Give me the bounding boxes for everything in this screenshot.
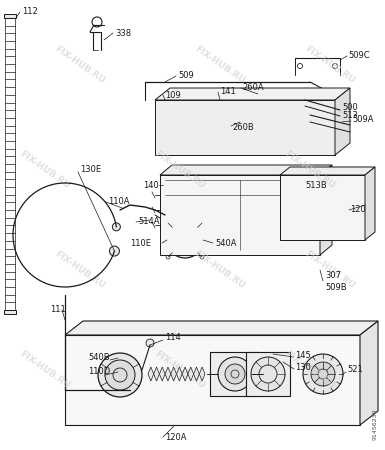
Text: FIX-HUB.RU: FIX-HUB.RU xyxy=(193,45,247,86)
Circle shape xyxy=(105,360,135,390)
Text: FIX-HUB.RU: FIX-HUB.RU xyxy=(18,349,72,391)
Text: 110A: 110A xyxy=(108,198,129,207)
Text: 514A: 514A xyxy=(138,217,159,226)
Polygon shape xyxy=(155,88,350,100)
Polygon shape xyxy=(188,367,194,381)
Text: 521: 521 xyxy=(347,365,363,374)
Text: FIX-HUB.RU: FIX-HUB.RU xyxy=(303,249,357,291)
Text: 307: 307 xyxy=(325,270,341,279)
Bar xyxy=(258,90,276,98)
Text: 509A: 509A xyxy=(352,116,373,125)
Text: 140: 140 xyxy=(143,180,159,189)
Text: 260B: 260B xyxy=(232,122,254,131)
Bar xyxy=(200,91,212,98)
Text: 509B: 509B xyxy=(325,283,346,292)
Circle shape xyxy=(146,339,154,347)
Text: FIX-HUB.RU: FIX-HUB.RU xyxy=(18,149,72,191)
Polygon shape xyxy=(160,165,332,175)
Polygon shape xyxy=(160,175,320,255)
Text: 141: 141 xyxy=(220,87,236,96)
Text: 145: 145 xyxy=(295,351,311,360)
Circle shape xyxy=(218,357,252,391)
Text: 130: 130 xyxy=(295,363,311,372)
Polygon shape xyxy=(171,367,176,381)
Polygon shape xyxy=(154,367,159,381)
Circle shape xyxy=(311,362,335,386)
Bar xyxy=(225,91,237,98)
Text: 513B: 513B xyxy=(305,180,327,189)
Circle shape xyxy=(166,198,190,222)
Polygon shape xyxy=(155,100,335,155)
Text: FIX-HUB.RU: FIX-HUB.RU xyxy=(53,249,107,291)
Circle shape xyxy=(251,357,285,391)
Circle shape xyxy=(225,364,245,384)
Polygon shape xyxy=(335,88,350,155)
Text: 120A: 120A xyxy=(165,433,186,442)
Circle shape xyxy=(167,222,203,258)
Text: FIX-HUB.RU: FIX-HUB.RU xyxy=(303,45,357,86)
Text: 114: 114 xyxy=(165,333,181,342)
Polygon shape xyxy=(165,367,171,381)
Bar xyxy=(175,91,187,98)
Text: 509C: 509C xyxy=(348,50,370,59)
Text: 513: 513 xyxy=(342,112,358,121)
Bar xyxy=(240,115,270,135)
Bar xyxy=(285,185,315,225)
Text: 338: 338 xyxy=(115,28,131,37)
Bar xyxy=(210,352,260,396)
Polygon shape xyxy=(365,167,375,240)
Polygon shape xyxy=(176,367,182,381)
Text: 260A: 260A xyxy=(242,84,264,93)
Text: FIX-HUB.RU: FIX-HUB.RU xyxy=(283,149,337,191)
Text: 540B: 540B xyxy=(88,354,110,363)
Polygon shape xyxy=(194,367,199,381)
Circle shape xyxy=(112,223,121,231)
Text: 109: 109 xyxy=(165,90,181,99)
Text: 130E: 130E xyxy=(80,166,101,175)
Text: FIX-HUB.RU: FIX-HUB.RU xyxy=(153,349,207,391)
Text: 91456239: 91456239 xyxy=(373,409,378,440)
Text: FIX-HUB.RU: FIX-HUB.RU xyxy=(193,249,247,291)
Circle shape xyxy=(98,353,142,397)
Polygon shape xyxy=(182,367,188,381)
Polygon shape xyxy=(360,321,378,425)
Bar xyxy=(246,352,290,396)
Bar xyxy=(4,14,16,18)
Circle shape xyxy=(303,354,343,394)
Bar xyxy=(243,118,267,132)
Bar xyxy=(4,310,16,314)
Polygon shape xyxy=(320,165,332,255)
Text: 509: 509 xyxy=(178,72,194,81)
Polygon shape xyxy=(280,175,365,240)
Circle shape xyxy=(322,189,358,225)
Polygon shape xyxy=(65,335,360,425)
Text: 111: 111 xyxy=(50,306,66,315)
Text: FIX-HUB.RU: FIX-HUB.RU xyxy=(53,45,107,86)
Polygon shape xyxy=(199,367,205,381)
Text: 110E: 110E xyxy=(130,238,151,248)
Text: 540A: 540A xyxy=(215,238,236,248)
Text: FIX-HUB.RU: FIX-HUB.RU xyxy=(153,149,207,191)
Text: 112: 112 xyxy=(22,8,38,17)
Text: 120: 120 xyxy=(350,206,366,215)
Text: 110D: 110D xyxy=(88,368,110,377)
Bar xyxy=(250,91,262,98)
Bar xyxy=(280,91,292,98)
Polygon shape xyxy=(65,321,378,335)
Circle shape xyxy=(110,247,119,255)
Circle shape xyxy=(109,246,119,256)
Text: FIX-HUB.RU: FIX-HUB.RU xyxy=(283,349,337,391)
Polygon shape xyxy=(159,367,165,381)
Circle shape xyxy=(174,229,196,251)
Text: 500: 500 xyxy=(342,103,358,112)
Polygon shape xyxy=(280,167,375,175)
Polygon shape xyxy=(148,367,154,381)
